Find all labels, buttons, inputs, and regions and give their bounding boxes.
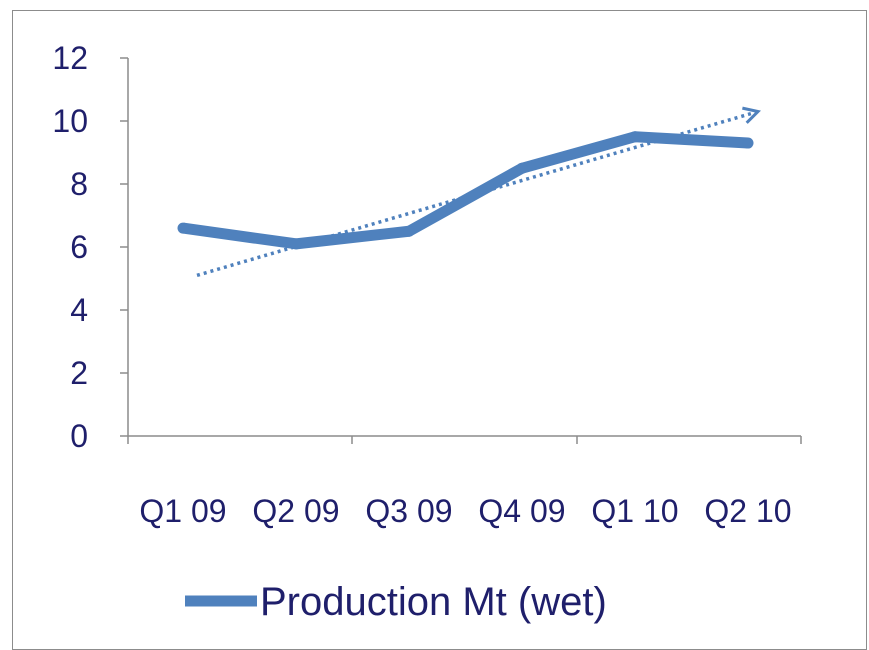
legend-label: Production Mt (wet) xyxy=(260,580,607,624)
x-tick-label: Q4 09 xyxy=(478,493,565,529)
x-tick-label: Q2 09 xyxy=(252,493,339,529)
data-point xyxy=(403,225,415,237)
data-point xyxy=(516,162,528,174)
x-tick-label: Q1 09 xyxy=(139,493,226,529)
y-tick-label: 8 xyxy=(70,166,88,202)
series-layer xyxy=(177,131,754,250)
chart-frame xyxy=(12,10,867,650)
data-point xyxy=(177,222,189,234)
x-tick-label: Q1 10 xyxy=(591,493,678,529)
data-point xyxy=(742,137,754,149)
chart-axes xyxy=(120,57,802,444)
y-tick-label: 6 xyxy=(70,229,88,265)
legend: Production Mt (wet) xyxy=(185,580,607,624)
trendline-layer xyxy=(196,106,762,278)
tick-labels-layer: 0 2 4 6 8 10 12 Q1 09 Q2 09 Q3 09 Q4 09 Q1 10 Q2 10 xyxy=(52,40,791,529)
y-tick-label: 4 xyxy=(70,292,88,328)
data-point xyxy=(629,131,641,143)
y-tick-label: 0 xyxy=(70,418,88,454)
y-tick-label: 10 xyxy=(52,103,88,139)
y-tick-label: 2 xyxy=(70,355,88,391)
x-tick-label: Q2 10 xyxy=(704,493,791,529)
x-tick-label: Q3 09 xyxy=(365,493,452,529)
y-tick-label: 12 xyxy=(52,40,88,76)
series-line xyxy=(182,131,749,250)
trendline-arrowhead xyxy=(742,106,762,124)
data-point xyxy=(290,238,302,250)
